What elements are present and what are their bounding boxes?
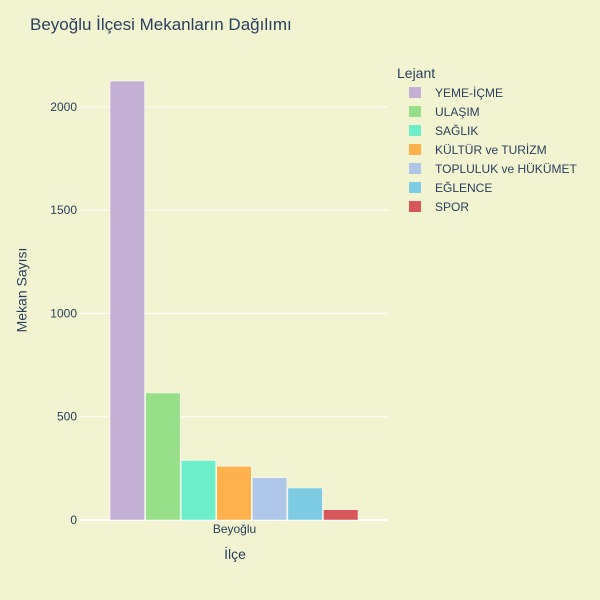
legend-label: YEME-İÇME xyxy=(435,86,503,100)
y-tick-label: 2000 xyxy=(50,100,77,114)
legend-item[interactable]: KÜLTÜR ve TURİZM xyxy=(409,143,547,157)
bar[interactable] xyxy=(180,460,216,521)
legend-swatch xyxy=(409,87,421,98)
legend-label: TOPLULUK ve HÜKÜMET xyxy=(435,162,577,176)
legend-title: Lejant xyxy=(397,65,435,81)
bars xyxy=(109,80,359,521)
legend-swatch xyxy=(409,125,421,136)
legend-item[interactable]: ULAŞIM xyxy=(409,105,480,119)
legend-item[interactable]: SPOR xyxy=(409,200,469,214)
y-tick-label: 500 xyxy=(57,410,77,424)
bar[interactable] xyxy=(109,80,145,521)
legend-label: EĞLENCE xyxy=(435,180,492,195)
legend-item[interactable]: SAĞLIK xyxy=(409,123,478,138)
legend[interactable]: YEME-İÇME ULAŞIM SAĞLIK KÜLTÜR ve TURİZM TOP… xyxy=(409,86,577,214)
legend-swatch xyxy=(409,201,421,212)
y-tick-label: 1500 xyxy=(50,203,77,217)
y-axis-title: Mekan Sayısı xyxy=(14,248,30,333)
bar[interactable] xyxy=(287,487,323,521)
legend-swatch xyxy=(409,106,421,117)
legend-swatch xyxy=(409,144,421,155)
legend-item[interactable]: YEME-İÇME xyxy=(409,86,503,100)
x-axis-title: İlçe xyxy=(224,545,246,562)
bar[interactable] xyxy=(323,509,359,521)
legend-label: SAĞLIK xyxy=(435,123,478,138)
legend-item[interactable]: EĞLENCE xyxy=(409,180,492,195)
legend-item[interactable]: TOPLULUK ve HÜKÜMET xyxy=(409,162,577,176)
legend-swatch xyxy=(409,163,421,174)
bar[interactable] xyxy=(216,466,252,521)
y-tick-labels: 0 500 1000 1500 2000 xyxy=(50,100,77,527)
x-tick-label: Beyoğlu xyxy=(213,522,256,536)
legend-label: ULAŞIM xyxy=(435,105,480,119)
bar[interactable] xyxy=(145,392,181,521)
legend-label: KÜLTÜR ve TURİZM xyxy=(435,143,547,157)
chart-title: Beyoğlu İlçesi Mekanların Dağılımı xyxy=(30,15,292,34)
y-tick-label: 1000 xyxy=(50,306,77,320)
bar[interactable] xyxy=(252,477,288,521)
legend-label: SPOR xyxy=(435,200,469,214)
legend-swatch xyxy=(409,182,421,193)
y-tick-label: 0 xyxy=(70,513,77,527)
